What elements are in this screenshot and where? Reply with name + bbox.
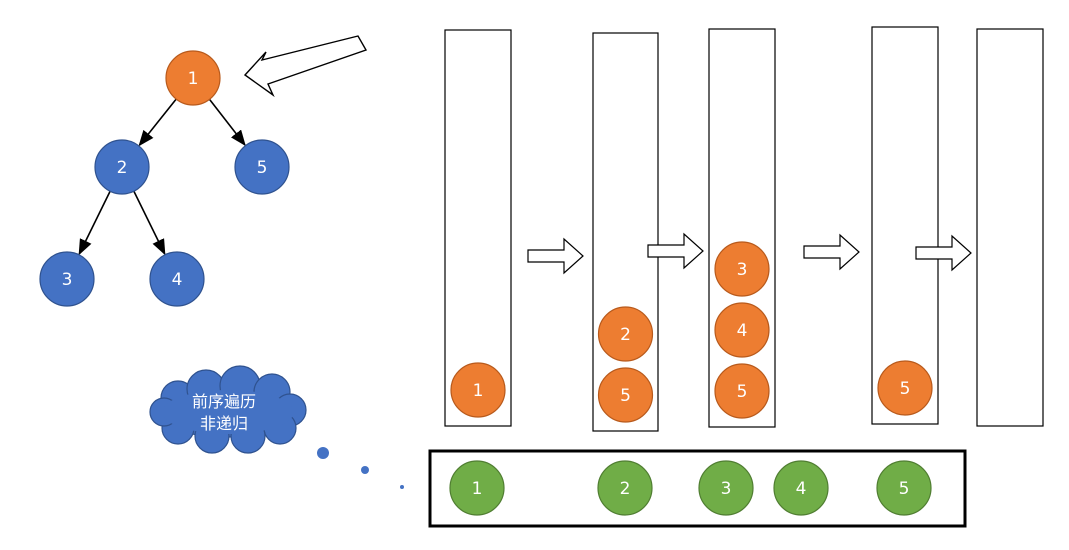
output-item-1: 1	[449, 460, 505, 516]
stack-3: 3 4 5	[708, 28, 776, 428]
tree-edges	[78, 98, 246, 256]
stack-3-item: 5	[714, 363, 770, 419]
output-item-5-label: 5	[899, 479, 910, 499]
stack-5	[976, 28, 1044, 427]
tree-node-2-circle	[94, 139, 150, 195]
stack-3-item: 3	[714, 241, 770, 297]
output-item-2: 2	[597, 460, 653, 516]
stack-1: 1	[444, 29, 512, 427]
stack-frame	[976, 28, 1044, 427]
stack-frame	[871, 26, 939, 425]
cloud-callout: 前序遍历 非递归	[149, 365, 404, 489]
stack-4-item-circle	[877, 360, 933, 416]
stack-4-item-label: 5	[900, 379, 911, 399]
stack-2-item-circle	[597, 367, 654, 423]
cloud-tail-dot	[317, 447, 329, 459]
tree-edge-2-3	[78, 190, 111, 256]
output-box	[428, 449, 967, 528]
output-item-1-label: 1	[472, 479, 483, 499]
tree-node-3-label: 3	[62, 270, 73, 290]
stack-2-item: 2	[597, 306, 654, 362]
output-item-5-circle	[876, 460, 932, 516]
stack-2-item-label: 5	[620, 386, 631, 406]
output-sequence: 1 2 3 4 5	[449, 460, 932, 516]
output-item-4-circle	[773, 460, 829, 516]
stack-frame	[444, 29, 512, 427]
cloud-text-line2: 非递归	[200, 414, 248, 433]
tree-node-4-label: 4	[172, 270, 183, 290]
output-item-2-label: 2	[620, 479, 631, 499]
stack-2-item-label: 2	[620, 325, 631, 345]
tree-node-3: 3	[39, 251, 95, 307]
output-item-3: 3	[698, 460, 754, 516]
cloud-tail-dot	[361, 466, 369, 474]
output-item-1-circle	[449, 460, 505, 516]
tree-node-4-circle	[149, 251, 205, 307]
tree-node-1-label: 1	[188, 69, 199, 89]
tree-node-2-label: 2	[117, 158, 128, 178]
stack-2: 25	[592, 32, 659, 432]
tree-node-5-circle	[234, 139, 290, 195]
stack-1-item-circle	[450, 362, 506, 418]
step-arrow-4	[915, 234, 972, 272]
stack-3-item-circle	[714, 241, 770, 297]
tree-node-4: 4	[149, 251, 205, 307]
stack-3-item-label: 4	[737, 321, 748, 341]
stack-frame	[592, 32, 659, 432]
stack-frame	[708, 28, 776, 428]
tree-nodes: 1 2 5 3 4	[39, 50, 290, 307]
output-item-4: 4	[773, 460, 829, 516]
stack-1-item-label: 1	[473, 381, 484, 401]
tree-node-1: 1	[165, 50, 221, 106]
stack-2-item: 5	[597, 367, 654, 423]
tree-edge-2-4	[133, 190, 166, 256]
output-item-4-label: 4	[796, 479, 807, 499]
tree-node-5-label: 5	[257, 158, 268, 178]
stack-3-item-circle	[714, 363, 770, 419]
step-arrow-3	[803, 233, 860, 271]
output-item-3-label: 3	[721, 479, 732, 499]
stack-4: 5	[871, 26, 939, 425]
root-pointer-arrow	[243, 35, 368, 98]
stack-3-item-circle	[714, 302, 770, 358]
tree-node-2: 2	[94, 139, 150, 195]
step-arrow-1	[527, 237, 584, 275]
stack-3-item-label: 5	[737, 382, 748, 402]
stack-3-item: 4	[714, 302, 770, 358]
tree-node-5: 5	[234, 139, 290, 195]
step-arrow-2	[647, 232, 704, 270]
output-item-3-circle	[698, 460, 754, 516]
step-arrows	[527, 232, 972, 275]
tree-node-1-circle	[165, 50, 221, 106]
cloud-text-line1: 前序遍历	[192, 392, 256, 411]
tree-edge-1-5	[208, 98, 246, 147]
tree-node-3-circle	[39, 251, 95, 307]
stack-1-item: 1	[450, 362, 506, 418]
stack-3-item-label: 3	[737, 260, 748, 280]
stack-2-item-circle	[597, 306, 654, 362]
output-item-5: 5	[876, 460, 932, 516]
tree-edge-1-2	[138, 98, 177, 147]
stack-4-item: 5	[877, 360, 933, 416]
cloud-tail-dot	[400, 485, 404, 489]
output-item-2-circle	[597, 460, 653, 516]
